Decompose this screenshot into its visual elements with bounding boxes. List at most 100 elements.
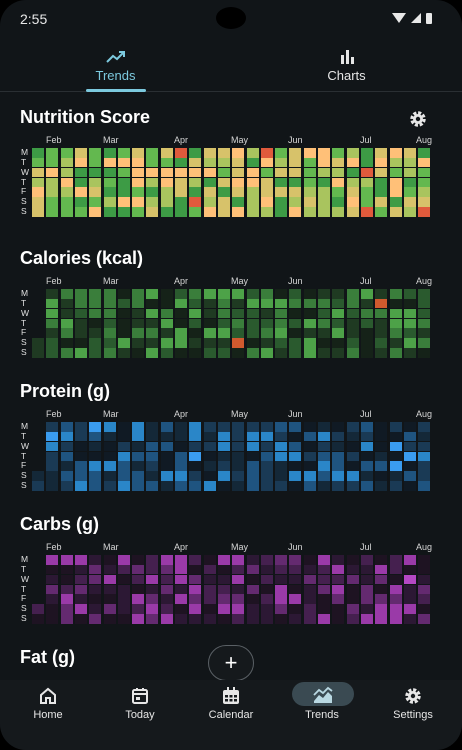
heatmap-cell: [260, 328, 273, 338]
heatmap-cell: [232, 594, 245, 604]
heatmap-cell: [332, 338, 345, 348]
heatmap-cell: [389, 594, 402, 604]
heatmap-cell: [74, 148, 87, 158]
heatmap-cell: [189, 167, 202, 178]
heatmap-cell: [175, 148, 187, 158]
heatmap-cell: [246, 584, 259, 595]
heatmap-cell: [189, 187, 202, 197]
nav-calendar[interactable]: Calendar: [185, 680, 277, 750]
weekday-label: T: [21, 450, 27, 461]
tab-trends-label: Trends: [95, 68, 136, 83]
heatmap-grid: [32, 148, 432, 224]
heatmap-cell: [175, 289, 187, 299]
heatmap-cell: [232, 584, 245, 595]
heatmap-cell: [318, 167, 330, 178]
heatmap-cell: [146, 318, 159, 329]
heatmap-cell: [32, 167, 44, 178]
heatmap-cell: [260, 431, 273, 442]
heatmap-cell: [146, 594, 159, 604]
heatmap-cell: [403, 187, 416, 197]
heatmap-cell: [146, 157, 159, 168]
heatmap-cell: [160, 604, 173, 614]
heatmap-cell: [418, 298, 431, 309]
heatmap-cell: [146, 564, 159, 575]
weekday-label: F: [21, 460, 27, 471]
heatmap-cell: [303, 481, 316, 491]
heatmap-cell: [203, 207, 216, 217]
heatmap-cell: [332, 594, 345, 604]
heatmap-cell: [346, 574, 359, 585]
heatmap-cell: [175, 564, 187, 575]
heatmap-cell: [360, 167, 373, 178]
nav-today[interactable]: Today: [94, 680, 186, 750]
weekday-label: T: [21, 156, 27, 167]
heatmap-cell: [403, 604, 416, 614]
weekday-label: F: [21, 593, 27, 604]
heatmap-cell: [46, 604, 59, 614]
nav-trends[interactable]: Trends: [276, 680, 368, 750]
gear-icon[interactable]: [408, 109, 428, 129]
heatmap-cell: [246, 471, 259, 481]
heatmap-cell: [103, 471, 116, 481]
heatmap-cell: [175, 318, 187, 329]
heatmap-cell: [360, 431, 373, 442]
heatmap-cell: [32, 481, 44, 491]
heatmap-cell: [217, 471, 230, 481]
weekday-label: M: [21, 288, 29, 298]
heatmap-cell: [418, 481, 431, 491]
heatmap-cell: [74, 157, 87, 168]
heatmap-cell: [403, 197, 416, 207]
heatmap-cell: [160, 157, 173, 168]
heatmap-cell: [303, 298, 316, 309]
heatmap-cell: [303, 604, 316, 614]
heatmap-cell: [117, 451, 130, 462]
month-label: Feb: [46, 542, 62, 552]
heatmap-cell: [60, 604, 73, 614]
heatmap-cell: [389, 328, 402, 338]
heatmap-cell: [146, 348, 159, 358]
heatmap-cell: [389, 441, 402, 452]
trend-line-icon: [106, 51, 125, 63]
weekday-label: S: [21, 206, 27, 217]
heatmap-cell: [318, 308, 330, 319]
wifi-icon: [392, 13, 406, 23]
heatmap-cell: [260, 338, 273, 348]
heatmap-cell: [203, 328, 216, 338]
heatmap-cell: [260, 348, 273, 358]
heatmap-cell: [232, 289, 245, 299]
heatmap-cell: [332, 555, 345, 565]
heatmap-cell: [303, 594, 316, 604]
section-title: Carbs (g): [20, 514, 100, 534]
heatmap-cell: [74, 298, 87, 309]
heatmap-cell: [332, 308, 345, 319]
heatmap-cell: [303, 614, 316, 624]
heatmap-cell: [318, 157, 330, 168]
heatmap-cell: [203, 197, 216, 207]
month-label: Mar: [103, 276, 119, 286]
month-label: Apr: [174, 276, 189, 286]
heatmap-cell: [332, 604, 345, 614]
heatmap-cell: [60, 481, 73, 491]
heatmap-grid: [32, 289, 432, 365]
heatmap-cell: [60, 167, 73, 178]
heatmap-cell: [389, 338, 402, 348]
heatmap-cell: [60, 308, 73, 319]
heatmap-cell: [346, 431, 359, 442]
gear-icon: [405, 688, 421, 704]
nav-home[interactable]: Home: [2, 680, 94, 750]
heatmap-cell: [146, 148, 159, 158]
heatmap-cell: [232, 614, 245, 624]
heatmap-cell: [189, 431, 202, 442]
heatmap-cell: [303, 308, 316, 319]
heatmap-cell: [89, 594, 102, 604]
add-entry-button[interactable]: +: [208, 645, 254, 681]
heatmap-cell: [418, 564, 431, 575]
tab-trends[interactable]: Trends: [0, 42, 231, 92]
heatmap-cell: [60, 318, 73, 329]
heatmap-cell: [146, 584, 159, 595]
nav-settings[interactable]: Settings: [367, 680, 459, 750]
heatmap-cell: [246, 604, 259, 614]
tab-charts[interactable]: Charts: [231, 42, 462, 92]
heatmap-cell: [103, 289, 116, 299]
